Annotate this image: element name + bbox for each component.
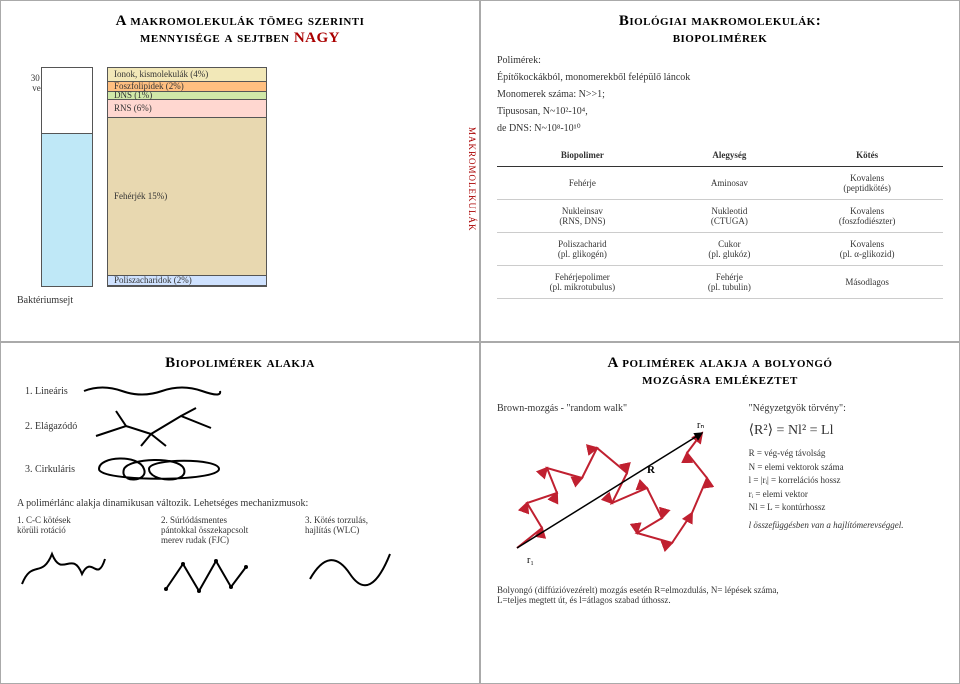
table-row: Nukleinsav(RNS, DNS)Nukleotid(CTUGA)Kova… (497, 200, 943, 233)
equation: ⟨R²⟩ = Nl² = Ll (749, 422, 943, 439)
cell-0-2: Kovalens(peptidkötés) (791, 167, 943, 200)
branched-icon (91, 406, 231, 446)
cell-2-2: Kovalens(pl. α-glikozid) (791, 233, 943, 266)
mech3-label: 3. Kötés torzulás,hajlítás (WLC) (305, 515, 368, 535)
var-line-0: R = vég-vég távolság (749, 447, 943, 461)
p2-title-a: Biológiai makromolekulák: (619, 13, 821, 29)
bacterium-cell-label: Baktériumsejt (17, 295, 463, 306)
col-2: Kötés (791, 144, 943, 167)
intro-building: Építőkockákból, monomerekből felépülő lá… (497, 72, 943, 83)
label-R: R (647, 464, 656, 476)
shape-branched: 2. Elágazódó (25, 406, 463, 446)
cell-3-0: Fehérjepolimer(pl. mikrotubulus) (497, 266, 668, 299)
intro-monomer-count: Monomerek száma: N>>1; (497, 89, 943, 100)
var-line-4: Nl = L = kontúrhossz (749, 501, 943, 515)
end-to-end-vector (517, 433, 702, 548)
panel3-title: Biopolimérek alakja (17, 355, 463, 372)
biopolymer-table: BiopolimerAlegységKötés FehérjeAminosavK… (497, 144, 943, 299)
p4-title-b: mozgásra emlékeztet (642, 372, 798, 388)
col-0: Biopolimer (497, 144, 668, 167)
footnote: Bolyongó (diffúzióvezérelt) mozgás eseté… (497, 585, 943, 605)
cell-1-1: Nukleotid(CTUGA) (668, 200, 792, 233)
label-linear: 1. Lineáris (25, 386, 68, 397)
panel-shapes: Biopolimérek alakja 1. Lineáris 2. Elága… (0, 342, 480, 684)
macromolecule-bar: Ionok, kismolekulák (4%)Foszfolipidek (2… (107, 67, 267, 287)
label-rN: rₙ (697, 420, 704, 431)
shape-circular: 3. Cirkuláris (25, 452, 463, 486)
random-walk-figure: Brown-mozgás - "random walk" rₙ R r (497, 403, 735, 571)
intro-polymers: Polimérek: (497, 55, 943, 66)
mechanisms-row: 1. C-C kötésekkörüli rotáció 2. Súrlódás… (17, 515, 463, 599)
variable-definitions: R = vég-vég távolságN = elemi vektorok s… (749, 447, 943, 515)
var-line-2: l = |rᵢ| = korrelációs hossz (749, 474, 943, 488)
cell-0-1: Aminosav (668, 167, 792, 200)
mech-fjc: 2. Súrlódásmentespántokkal összekapcsolt… (161, 515, 281, 599)
panel4-title: A polimérek alakja a bolyongó mozgásra e… (497, 355, 943, 389)
p4-title-a: A polimérek alakja a bolyongó (608, 355, 833, 371)
shape-list: 1. Lineáris 2. Elágazódó 3. Cirkuláris (25, 382, 463, 486)
label-r1: r₁ (527, 555, 534, 566)
linear-icon (82, 382, 222, 400)
sqrt-law-title: "Négyzetgyök törvény": (749, 403, 943, 414)
var-line-1: N = elemi vektorok száma (749, 461, 943, 475)
midseg-4: Fehérjék 15%) (108, 118, 266, 276)
title-highlight: NAGY (294, 30, 340, 46)
brown-title: Brown-mozgás - "random walk" (497, 403, 735, 414)
table-row: Poliszacharid(pl. glikogén)Cukor(pl. glu… (497, 233, 943, 266)
mechanisms-caption: A polimérlánc alakja dinamikusan változi… (17, 498, 463, 509)
label-circular: 3. Cirkuláris (25, 464, 75, 475)
random-walk-svg: rₙ R r₁ (497, 418, 727, 568)
cell-2-1: Cukor(pl. glukóz) (668, 233, 792, 266)
mid-bar-column: Ionok, kismolekulák (4%)Foszfolipidek (2… (107, 67, 463, 287)
circular-icon (89, 452, 229, 486)
vars-note-text: l összefüggésben van a hajlítómerevségge… (749, 520, 904, 530)
panel2-title: Biológiai makromolekulák: biopolimérek (497, 13, 943, 47)
mech1-label: 1. C-C kötésekkörüli rotáció (17, 515, 71, 535)
cell-0-0: Fehérje (497, 167, 668, 200)
p2-title-b: biopolimérek (673, 30, 768, 46)
panel-random-walk: A polimérek alakja a bolyongó mozgásra e… (480, 342, 960, 684)
vertical-label: MAKROMOLEKULÁK (467, 127, 477, 232)
rotation-icon (17, 539, 107, 589)
title-line1: A makromolekulák tömeg szerinti (116, 13, 365, 29)
wlc-icon (305, 539, 395, 589)
mech-rotation: 1. C-C kötésekkörüli rotáció (17, 515, 137, 589)
midseg-0: Ionok, kismolekulák (4%) (108, 68, 266, 82)
midseg-3: RNS (6%) (108, 100, 266, 118)
midseg-2: DNS (1%) (108, 92, 266, 100)
cell-2-0: Poliszacharid(pl. glikogén) (497, 233, 668, 266)
cell-3-1: Fehérje(pl. tubulin) (668, 266, 792, 299)
left-bar-column: 30 % egyébvegyületek 70 %Víz (17, 67, 87, 287)
cell-1-0: Nukleinsav(RNS, DNS) (497, 200, 668, 233)
seg-other (42, 68, 92, 134)
panel-mass-composition: A makromolekulák tömeg szerinti mennyisé… (0, 0, 480, 342)
table-row: FehérjeAminosavKovalens(peptidkötés) (497, 167, 943, 200)
panel1-title: A makromolekulák tömeg szerinti mennyisé… (17, 13, 463, 47)
mech2-label: 2. Súrlódásmentespántokkal összekapcsolt… (161, 515, 248, 545)
fjc-icon (161, 549, 251, 599)
shape-linear: 1. Lineáris (25, 382, 463, 400)
cell-composition-bar (41, 67, 93, 287)
var-line-3: rᵢ = elemi vektor (749, 488, 943, 502)
table-row: Fehérjepolimer(pl. mikrotubulus)Fehérje(… (497, 266, 943, 299)
col-1: Alegység (668, 144, 792, 167)
midseg-5: Poliszacharidok (2%) (108, 276, 266, 286)
label-branched: 2. Elágazódó (25, 421, 77, 432)
intro-dns-n: de DNS: N~10⁸-10¹⁰ (497, 123, 943, 134)
cell-1-2: Kovalens(foszfodiészter) (791, 200, 943, 233)
sqrt-law-box: "Négyzetgyök törvény": ⟨R²⟩ = Nl² = Ll R… (749, 403, 943, 571)
intro-typical-n: Tipusosan, N~10²-10⁴, (497, 106, 943, 117)
mech-wlc: 3. Kötés torzulás,hajlítás (WLC) (305, 515, 425, 589)
title-line2: mennyisége a sejtben (140, 30, 290, 46)
panel-biopolymers: Biológiai makromolekulák: biopolimérek P… (480, 0, 960, 342)
cell-3-2: Másodlagos (791, 266, 943, 299)
vars-note: l összefüggésben van a hajlítómerevségge… (749, 519, 943, 533)
